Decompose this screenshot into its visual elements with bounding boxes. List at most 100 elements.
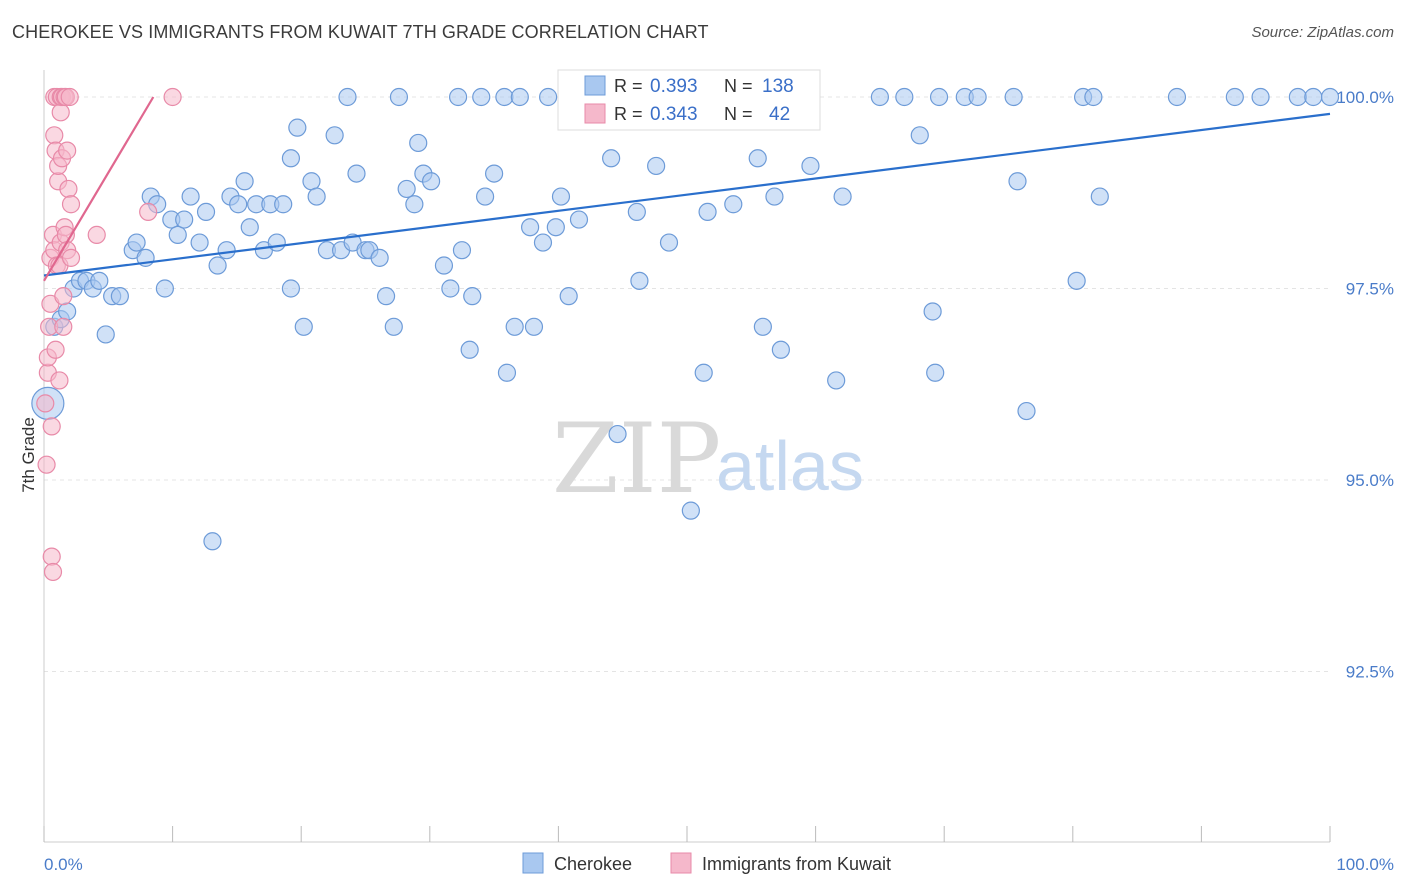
data-point-cherokee	[1288, 87, 1307, 107]
data-point-cherokee	[1320, 87, 1340, 107]
data-point-cherokee	[1304, 87, 1323, 107]
data-point-cherokee	[748, 149, 767, 168]
data-point-cherokee	[681, 501, 700, 520]
data-point-kuwait	[43, 562, 63, 582]
legend-r-value-cherokee: 0.393	[650, 76, 698, 97]
y-tick-label: 97.5%	[1346, 280, 1394, 299]
data-point-kuwait	[51, 103, 70, 122]
data-point-cherokee	[1090, 187, 1109, 206]
data-point-cherokee	[405, 195, 424, 214]
data-point-cherokee	[274, 195, 293, 214]
data-point-cherokee	[325, 126, 344, 145]
data-point-cherokee	[539, 87, 558, 107]
data-point-cherokee	[647, 156, 666, 176]
data-point-cherokee	[753, 317, 772, 336]
x-tick-label-max: 100.0%	[1336, 855, 1394, 874]
data-point-cherokee	[659, 233, 679, 252]
data-point-cherokee	[58, 302, 77, 321]
chart-title: CHEROKEE VS IMMIGRANTS FROM KUWAIT 7TH G…	[12, 22, 709, 42]
data-point-cherokee	[1251, 87, 1270, 107]
data-point-cherokee	[602, 149, 621, 168]
data-point-cherokee	[929, 87, 949, 107]
data-point-kuwait	[42, 417, 61, 436]
data-point-cherokee	[240, 218, 259, 237]
y-axis-title: 7th Grade	[19, 417, 38, 493]
legend-r-value-kuwait: 0.343	[650, 104, 698, 125]
data-point-cherokee	[533, 233, 553, 252]
data-point-cherokee	[926, 363, 945, 382]
data-point-cherokee	[698, 202, 717, 221]
data-point-cherokee	[801, 156, 820, 176]
data-point-cherokee	[771, 340, 790, 359]
data-point-cherokee	[765, 187, 784, 206]
data-point-cherokee	[434, 256, 454, 275]
legend-swatch-cherokee	[584, 75, 606, 96]
data-point-cherokee	[724, 195, 743, 214]
data-point-cherokee	[510, 87, 529, 107]
data-point-cherokee	[551, 187, 571, 206]
data-points	[31, 87, 1340, 582]
x-tick-labels: 0.0% 100.0%	[44, 855, 1394, 874]
data-point-kuwait	[36, 394, 55, 413]
data-point-cherokee	[181, 187, 200, 206]
data-point-cherokee	[694, 363, 713, 382]
data-point-kuwait	[139, 202, 158, 221]
data-point-cherokee	[409, 133, 428, 153]
data-point-cherokee	[196, 202, 216, 221]
data-point-cherokee	[524, 317, 544, 336]
trend-lines	[43, 96, 1331, 282]
data-point-kuwait	[54, 317, 73, 336]
data-point-cherokee	[376, 287, 396, 306]
data-point-kuwait	[50, 371, 69, 390]
data-point-kuwait	[61, 248, 81, 267]
watermark-atlas: atlas	[716, 427, 864, 505]
series-legend-swatch-kuwait	[670, 852, 692, 874]
source-credit: Source: ZipAtlas.com	[1251, 24, 1394, 41]
data-point-cherokee	[1017, 401, 1036, 421]
data-point-cherokee	[229, 195, 248, 214]
data-point-cherokee	[559, 287, 578, 306]
data-point-kuwait	[46, 340, 65, 359]
y-tick-label: 95.0%	[1346, 471, 1394, 490]
data-point-cherokee	[90, 271, 109, 290]
data-point-kuwait	[59, 179, 78, 199]
data-point-cherokee	[1067, 271, 1086, 290]
series-cherokee	[31, 87, 1340, 551]
data-point-kuwait	[163, 87, 182, 107]
y-tick-label: 92.5%	[1346, 663, 1394, 682]
data-point-cherokee	[110, 287, 129, 306]
data-point-cherokee	[475, 187, 495, 206]
data-point-cherokee	[389, 87, 409, 107]
data-point-kuwait	[87, 225, 106, 244]
data-point-cherokee	[485, 164, 504, 183]
data-point-cherokee	[397, 179, 416, 199]
data-point-cherokee	[96, 325, 115, 344]
data-point-cherokee	[569, 210, 589, 229]
data-point-kuwait	[54, 287, 73, 306]
data-point-cherokee	[463, 287, 482, 306]
data-point-cherokee	[627, 202, 646, 221]
data-point-cherokee	[505, 317, 524, 336]
data-point-cherokee	[168, 225, 187, 244]
y-tick-label: 100.0%	[1336, 88, 1394, 107]
data-point-cherokee	[288, 118, 307, 137]
trend-line-kuwait	[43, 96, 155, 282]
data-point-cherokee	[1225, 87, 1244, 107]
data-point-cherokee	[608, 424, 627, 444]
data-point-cherokee	[521, 218, 540, 237]
legend-n-value-kuwait: 42	[769, 104, 790, 125]
series-kuwait	[36, 87, 182, 582]
data-point-cherokee	[267, 233, 286, 252]
data-point-cherokee	[1008, 172, 1027, 191]
data-point-cherokee	[281, 149, 301, 168]
data-point-cherokee	[895, 87, 914, 107]
data-point-cherokee	[630, 271, 649, 290]
data-point-cherokee	[384, 317, 403, 336]
data-point-cherokee	[208, 256, 227, 275]
data-point-kuwait	[60, 87, 79, 107]
data-point-cherokee	[127, 233, 146, 252]
data-point-kuwait	[61, 195, 81, 214]
data-point-kuwait	[45, 126, 64, 145]
data-point-cherokee	[338, 87, 357, 107]
data-point-cherokee	[281, 279, 301, 298]
